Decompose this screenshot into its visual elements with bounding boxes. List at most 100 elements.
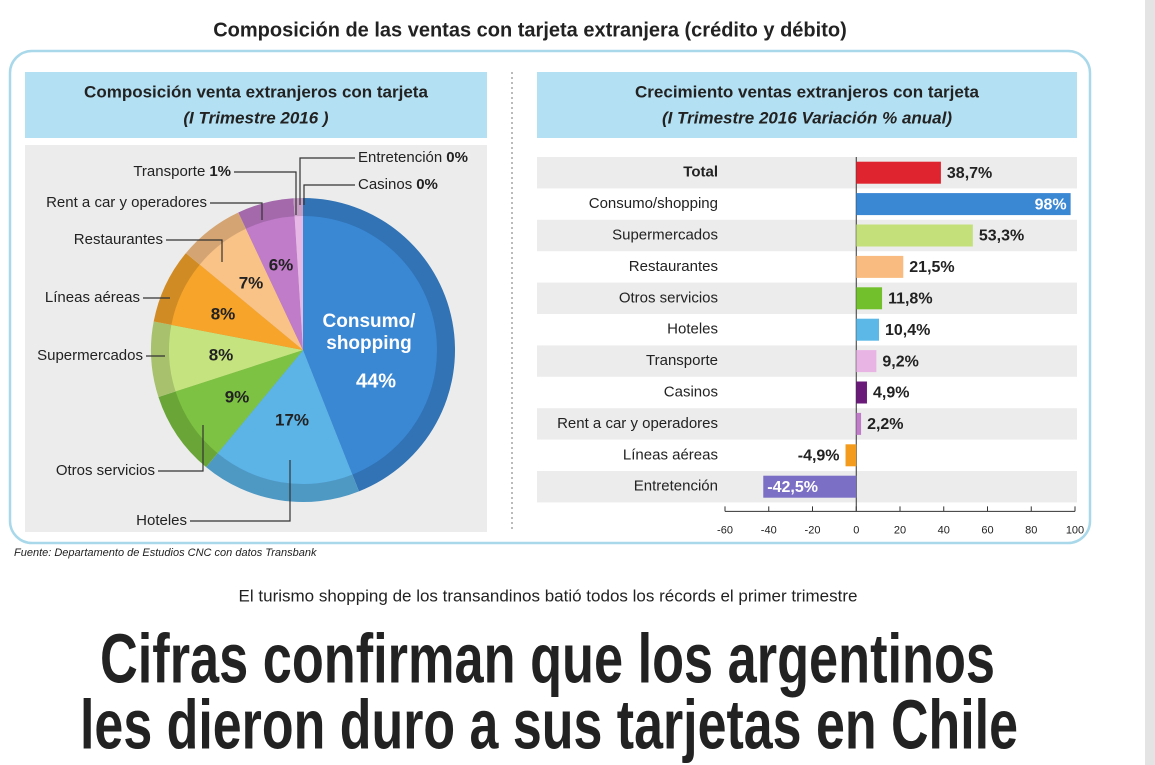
- bar: [856, 161, 941, 184]
- pie-category-name: Entretención: [358, 149, 442, 166]
- y-tick-label: Total: [683, 164, 718, 181]
- y-tick-label: Restaurantes: [629, 258, 718, 275]
- pie-value-label: 0%: [416, 176, 438, 193]
- pie-value-label: 7%: [239, 273, 264, 292]
- pie-slice-label: Consumo/ shopping: [322, 311, 416, 354]
- bar-value-label: -4,9%: [798, 448, 840, 465]
- leader-line: [234, 171, 297, 215]
- leader-line: [299, 157, 355, 205]
- page-title: Composición de las ventas con tarjeta ex…: [213, 19, 847, 41]
- pie-title: Composición venta extranjeros con tarjet…: [84, 82, 428, 101]
- bar-value-label: 2,2%: [867, 416, 903, 433]
- pie-slice: [294, 216, 303, 350]
- headline: les dieron duro a sus tarjetas en Chile: [80, 685, 1018, 763]
- x-tick-label: -20: [805, 524, 821, 536]
- pie-category-name: Líneas aéreas: [45, 289, 140, 306]
- y-tick-label: Transporte: [646, 352, 718, 369]
- leader-line: [166, 239, 223, 262]
- leader-line: [190, 460, 291, 522]
- x-tick-label: 60: [981, 524, 993, 536]
- row-band: [537, 345, 1077, 377]
- bar-value-label: 9,2%: [882, 353, 918, 370]
- bar-value-label: 53,3%: [979, 228, 1024, 245]
- x-tick-label: 40: [938, 524, 950, 536]
- bar-value-label: 10,4%: [885, 322, 930, 339]
- pie-value-label: 8%: [211, 304, 236, 323]
- bar: [856, 224, 973, 247]
- y-tick-label: Casinos: [664, 383, 718, 400]
- bar-value-label: 21,5%: [909, 259, 954, 276]
- bar: [856, 318, 879, 341]
- leader-line: [210, 202, 263, 220]
- pie-category-name: Supermercados: [37, 347, 143, 364]
- bar-value-label: 4,9%: [873, 385, 909, 402]
- pie-slice: [168, 324, 303, 392]
- frame: [8, 49, 1092, 545]
- x-tick-label: 0: [853, 524, 859, 536]
- pie-category-label: Rent a car y operadores: [46, 194, 207, 211]
- pie-category-name: Rent a car y operadores: [46, 194, 207, 211]
- bar: [845, 444, 857, 467]
- pie-slice: [217, 350, 353, 484]
- bar-value-label: 98%: [1035, 196, 1067, 213]
- pie-category-name: Restaurantes: [74, 231, 163, 248]
- scrollbar: [1145, 0, 1155, 765]
- y-tick-label: Líneas aéreas: [623, 446, 718, 463]
- bar-value-label: -42,5%: [767, 479, 818, 496]
- row-band: [537, 282, 1077, 314]
- pie-value-label: 0%: [446, 149, 468, 166]
- pie-category-label: Líneas aéreas: [45, 289, 140, 306]
- leader-line: [303, 184, 355, 205]
- bar-subtitle: (I Trimestre 2016 Variación % anual): [662, 108, 952, 127]
- pie-category-label: Entretención 0%: [358, 149, 468, 166]
- bar-value-label: 11,8%: [888, 291, 932, 308]
- pie-header: [25, 72, 487, 138]
- pie-value-label: 8%: [209, 345, 234, 364]
- row-band: [537, 408, 1077, 440]
- y-tick-label: Hoteles: [667, 321, 718, 338]
- bar: [856, 255, 904, 278]
- row-band: [537, 219, 1077, 252]
- y-tick-label: Supermercados: [612, 226, 718, 243]
- leader-line: [158, 425, 204, 472]
- pie-subtitle: (I Trimestre 2016 ): [183, 108, 329, 127]
- source: Fuente: Departamento de Estudios CNC con…: [14, 547, 317, 559]
- bar-value-label: 38,7%: [947, 165, 992, 182]
- bar: [856, 193, 1071, 216]
- x-tick-label: 100: [1066, 524, 1084, 536]
- bar-header: [537, 72, 1077, 138]
- bar: [763, 475, 857, 498]
- pie-slice: [245, 216, 303, 350]
- pie-category-name: Hoteles: [136, 512, 187, 529]
- x-tick-label: 20: [894, 524, 906, 536]
- pie-category-name: Casinos: [358, 176, 412, 193]
- pie-slice: [175, 350, 303, 454]
- pie-slice: [199, 228, 303, 350]
- pie-category-label: Supermercados: [37, 347, 143, 364]
- pie-category-label: Transporte 1%: [133, 163, 231, 180]
- x-tick-label: 80: [1025, 524, 1037, 536]
- bar: [856, 350, 877, 373]
- pie-value-label: 17%: [275, 410, 309, 429]
- row-band: [537, 157, 1077, 189]
- bar: [856, 381, 867, 404]
- y-tick-label: Rent a car y operadores: [557, 415, 718, 432]
- y-tick-label: Entretención: [634, 478, 718, 495]
- pie-category-name: Otros servicios: [56, 462, 155, 479]
- y-tick-label: Consumo/shopping: [589, 195, 718, 212]
- kicker: El turismo shopping de los transandinos …: [239, 586, 858, 605]
- pie-value-label: 6%: [269, 255, 294, 274]
- pie-value-label: 44%: [356, 370, 396, 392]
- y-tick-label: Otros servicios: [619, 289, 718, 306]
- bar-title: Crecimiento ventas extranjeros con tarje…: [635, 82, 979, 101]
- pie-value-label: 1%: [209, 163, 231, 180]
- pie-slice: [171, 264, 303, 350]
- pie-category-label: Restaurantes: [74, 231, 163, 248]
- bar: [856, 412, 862, 435]
- pie-slice: [303, 216, 437, 475]
- pie-category-label: Otros servicios: [56, 462, 155, 479]
- pie-category-label: Casinos 0%: [358, 176, 438, 193]
- x-tick-label: -60: [717, 524, 733, 536]
